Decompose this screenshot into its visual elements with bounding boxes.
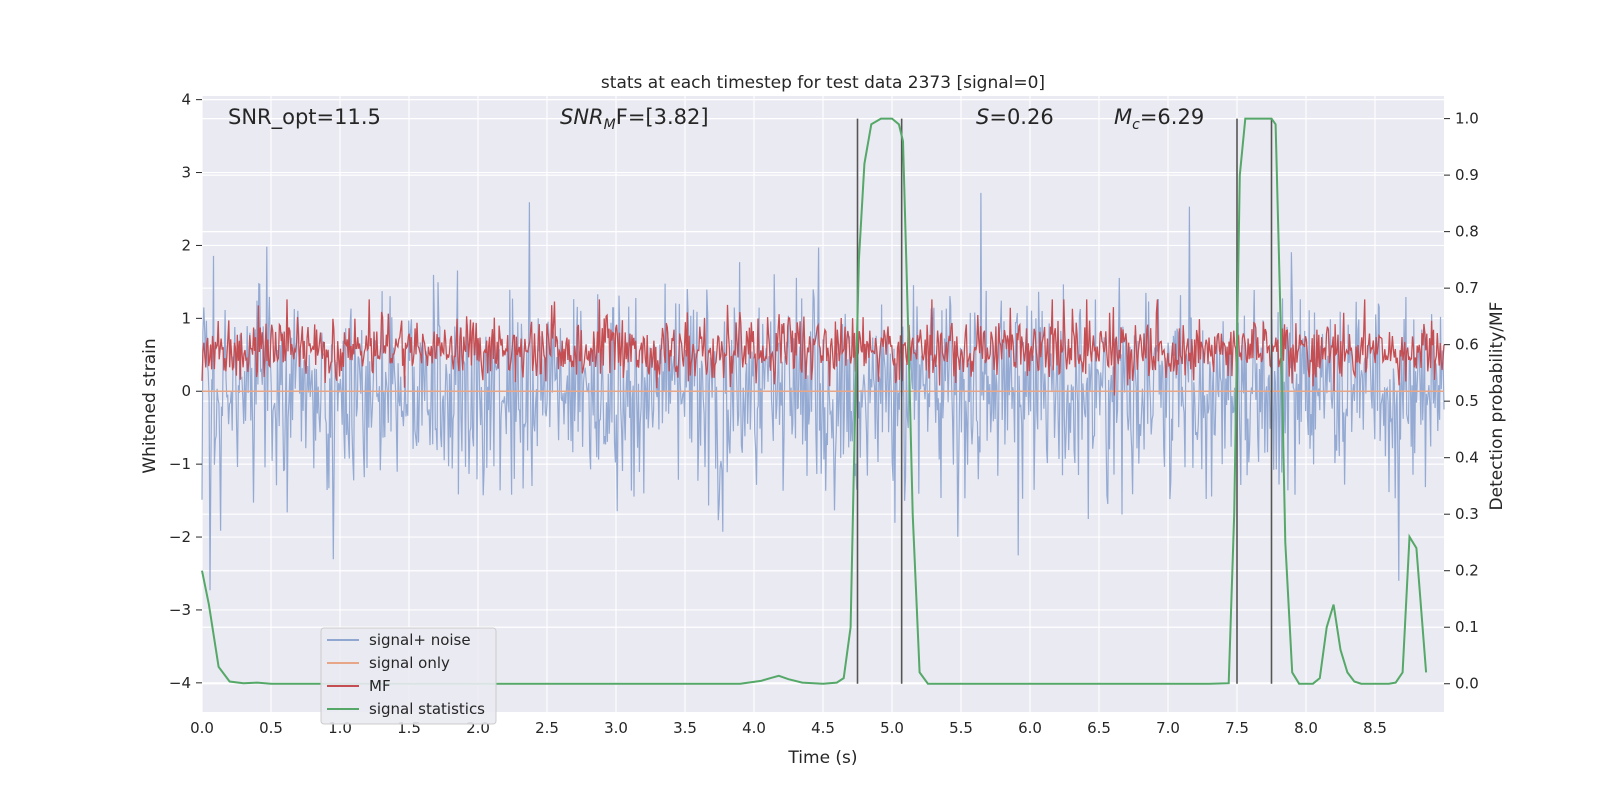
legend-box <box>320 627 497 725</box>
y-right-tick-label: 0.2 <box>1455 562 1479 580</box>
y-right-tick-label: 0.8 <box>1455 223 1479 241</box>
y-left-tick-label: 0 <box>181 382 191 400</box>
x-tick-label: 3.0 <box>604 719 628 737</box>
x-tick-label: 6.0 <box>1018 719 1042 737</box>
chart-title: stats at each timestep for test data 237… <box>601 73 1045 93</box>
y-right-tick-label: 1.0 <box>1455 110 1479 128</box>
y-right-axis-ticks: 1.0 0.9 0.8 0.7 0.6 0.5 0.4 0.3 0.2 0.1 0.0 <box>1444 110 1479 693</box>
legend-label-signal-noise: signal+ noise <box>369 631 471 649</box>
x-tick-label: 6.5 <box>1087 719 1111 737</box>
annotation-snr-mf-rest: F=[3.82] <box>616 105 709 129</box>
x-tick-label: 7.0 <box>1156 719 1180 737</box>
annotation-s-symbol: S <box>976 105 989 129</box>
x-tick-label: 8.5 <box>1363 719 1387 737</box>
y-left-tick-label: −2 <box>169 528 191 546</box>
y-right-tick-label: 0.7 <box>1455 279 1479 297</box>
y-right-tick-label: 0.0 <box>1455 675 1479 693</box>
y-left-axis-label: Whitened strain <box>140 338 160 473</box>
y-left-tick-label: 3 <box>181 164 191 182</box>
legend-label-mf: MF <box>369 677 391 695</box>
y-right-tick-label: 0.3 <box>1455 505 1479 523</box>
marker-layer <box>201 117 1428 685</box>
y-left-tick-label: 1 <box>181 309 191 327</box>
y-left-axis-ticks: 4 3 2 1 0 −1 −2 −3 −4 <box>169 91 202 692</box>
annotation-s-value: =0.26 <box>989 105 1053 129</box>
y-left-tick-label: 2 <box>181 236 191 254</box>
y-left-tick-label: 4 <box>181 91 191 109</box>
annotation-s: S=0.26 <box>976 105 1054 129</box>
x-tick-label: 0.5 <box>259 719 283 737</box>
x-tick-label: 7.5 <box>1225 719 1249 737</box>
annotation-snr-mf-base: SNR <box>560 105 604 129</box>
x-tick-label: 4.5 <box>811 719 835 737</box>
y-right-tick-label: 0.4 <box>1455 449 1479 467</box>
annotation-mc-symbol: M <box>1114 105 1132 129</box>
legend: signal+ noise signal only MF signal stat… <box>320 627 497 725</box>
y-right-tick-label: 0.6 <box>1455 336 1479 354</box>
y-right-tick-label: 0.1 <box>1455 618 1479 636</box>
x-tick-label: 5.0 <box>880 719 904 737</box>
annotation-snr-mf: SNRMF=[3.82] <box>560 105 709 133</box>
annotation-mc: Mc=6.29 <box>1114 105 1204 133</box>
x-tick-label: 2.5 <box>535 719 559 737</box>
x-tick-label: 8.0 <box>1294 719 1318 737</box>
x-tick-label: 0.0 <box>190 719 214 737</box>
annotation-snr-mf-sub: M <box>604 117 616 133</box>
y-right-axis-label: Detection probability/MF <box>1487 302 1507 511</box>
series-signal-statistics-line <box>201 117 1428 685</box>
x-tick-label: 3.5 <box>673 719 697 737</box>
x-axis-label: Time (s) <box>787 748 857 768</box>
legend-label-signal-only: signal only <box>369 654 450 672</box>
x-tick-label: 4.0 <box>742 719 766 737</box>
legend-label-signal-statistics: signal statistics <box>369 700 485 718</box>
y-left-tick-label: −1 <box>169 455 191 473</box>
y-right-tick-label: 0.9 <box>1455 166 1479 184</box>
y-left-tick-label: −3 <box>169 601 191 619</box>
y-right-tick-label: 0.5 <box>1455 392 1479 410</box>
annotation-mc-value: =6.29 <box>1140 105 1204 129</box>
y-left-tick-label: −4 <box>169 674 191 692</box>
annotation-mc-sub: c <box>1132 117 1140 133</box>
annotation-snr-opt: SNR_opt=11.5 <box>228 105 381 130</box>
x-tick-label: 5.5 <box>949 719 973 737</box>
